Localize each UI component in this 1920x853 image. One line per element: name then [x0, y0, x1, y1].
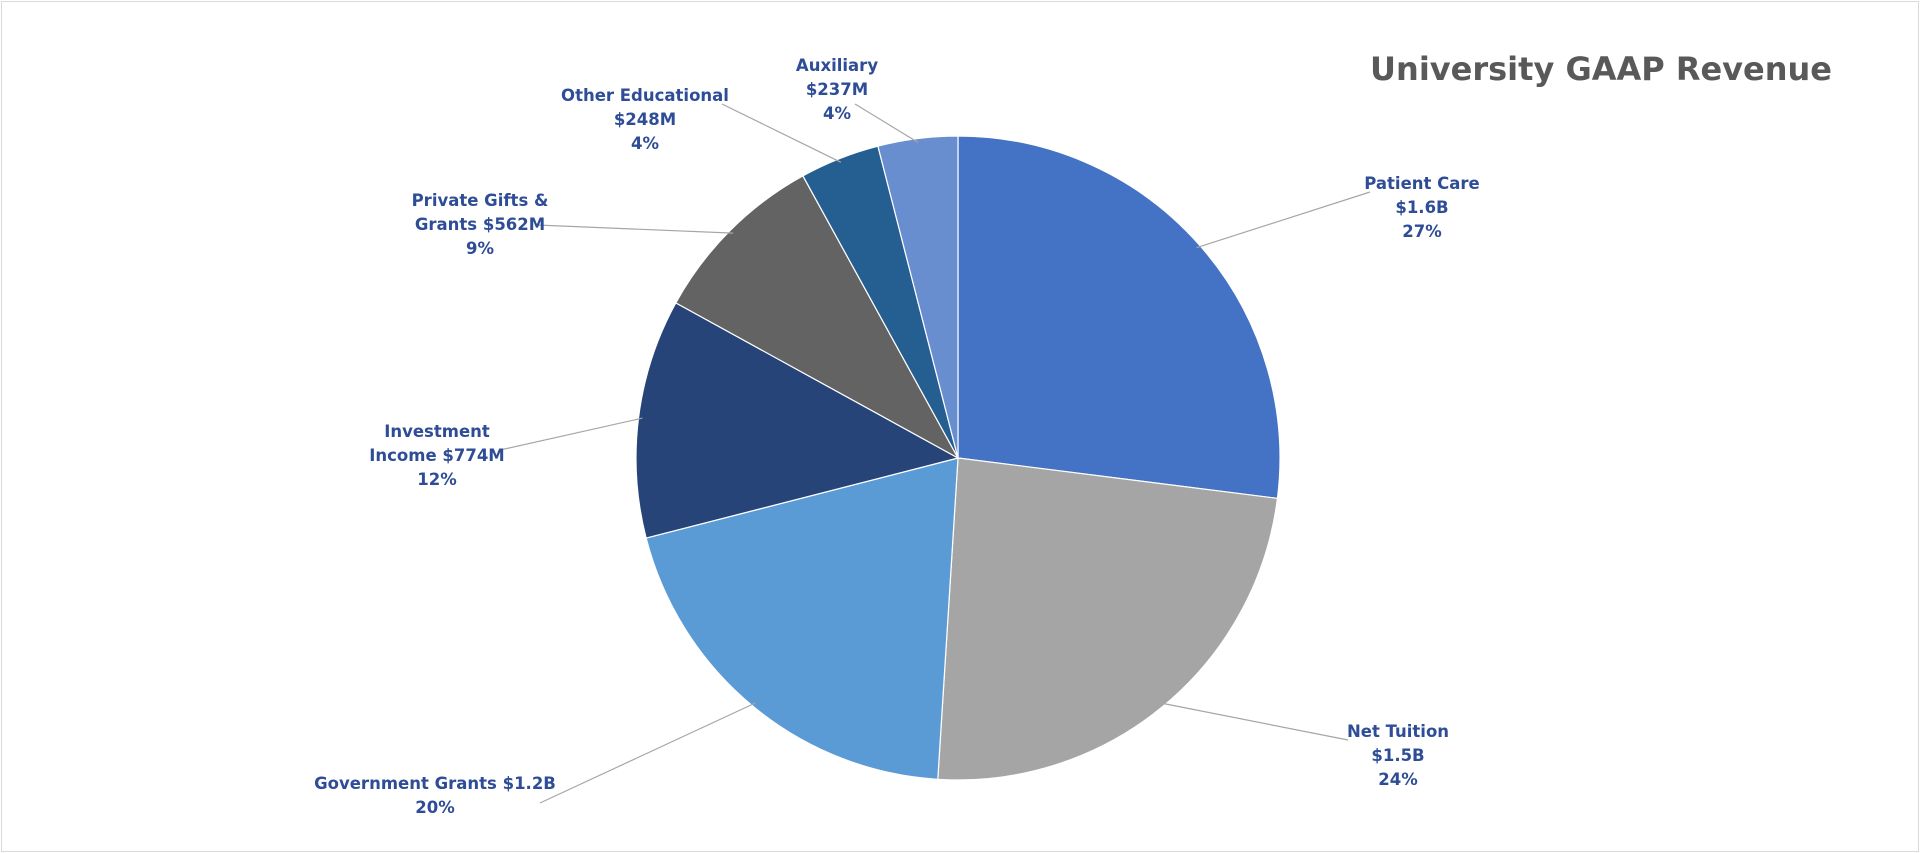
pie-slice — [635, 302, 960, 539]
data-label: Other Educational $248M 4% — [561, 84, 729, 156]
data-label-line: Income $774M — [369, 446, 505, 465]
data-label: Private Gifts & Grants $562M 9% — [412, 189, 549, 261]
leader-line — [536, 224, 734, 234]
leader-line — [499, 417, 643, 451]
leader-line — [539, 702, 756, 804]
data-label-line: 24% — [1378, 770, 1418, 789]
leader-line — [721, 103, 842, 163]
pie-slice — [937, 457, 1279, 781]
data-label-line: 9% — [465, 239, 495, 258]
data-label-line: Patient Care — [1364, 174, 1480, 193]
data-label-line: $237M — [805, 80, 869, 99]
data-label-line: Private Gifts & — [411, 191, 549, 210]
pie-slice — [645, 457, 959, 780]
pie-slice — [675, 175, 960, 460]
leader-line — [1196, 191, 1371, 249]
data-label-line: 4% — [630, 134, 659, 153]
leader-line — [1160, 702, 1349, 741]
data-label-line: Auxiliary — [795, 56, 879, 75]
data-label-line: Investment — [384, 422, 490, 441]
data-label: Government Grants $1.2B 20% — [314, 772, 556, 820]
data-label-line: Government Grants $1.2B — [314, 774, 556, 793]
data-label-line: Net Tuition — [1346, 722, 1450, 741]
data-label: Net Tuition $1.5B 24% — [1347, 720, 1449, 792]
data-label-line: 4% — [822, 104, 851, 123]
data-label-line: 27% — [1402, 222, 1442, 241]
data-label-line: 20% — [415, 798, 455, 817]
data-label-line: $1.5B — [1371, 746, 1425, 765]
data-label: Auxiliary $237M 4% — [796, 54, 878, 126]
data-label-line: Other Educational — [561, 86, 729, 105]
data-label-line: Grants $562M — [414, 215, 546, 234]
pie-slice — [957, 135, 1281, 500]
pie-slice — [877, 135, 959, 459]
leader-line — [854, 103, 919, 144]
chart-title: University GAAP Revenue — [1370, 50, 1832, 88]
data-label: Investment Income $774M 12% — [369, 420, 504, 492]
data-label-line: $1.6B — [1395, 198, 1449, 217]
data-label: Patient Care $1.6B 27% — [1364, 172, 1479, 244]
data-label-line: $248M — [613, 110, 677, 129]
data-label-line: 12% — [417, 470, 457, 489]
